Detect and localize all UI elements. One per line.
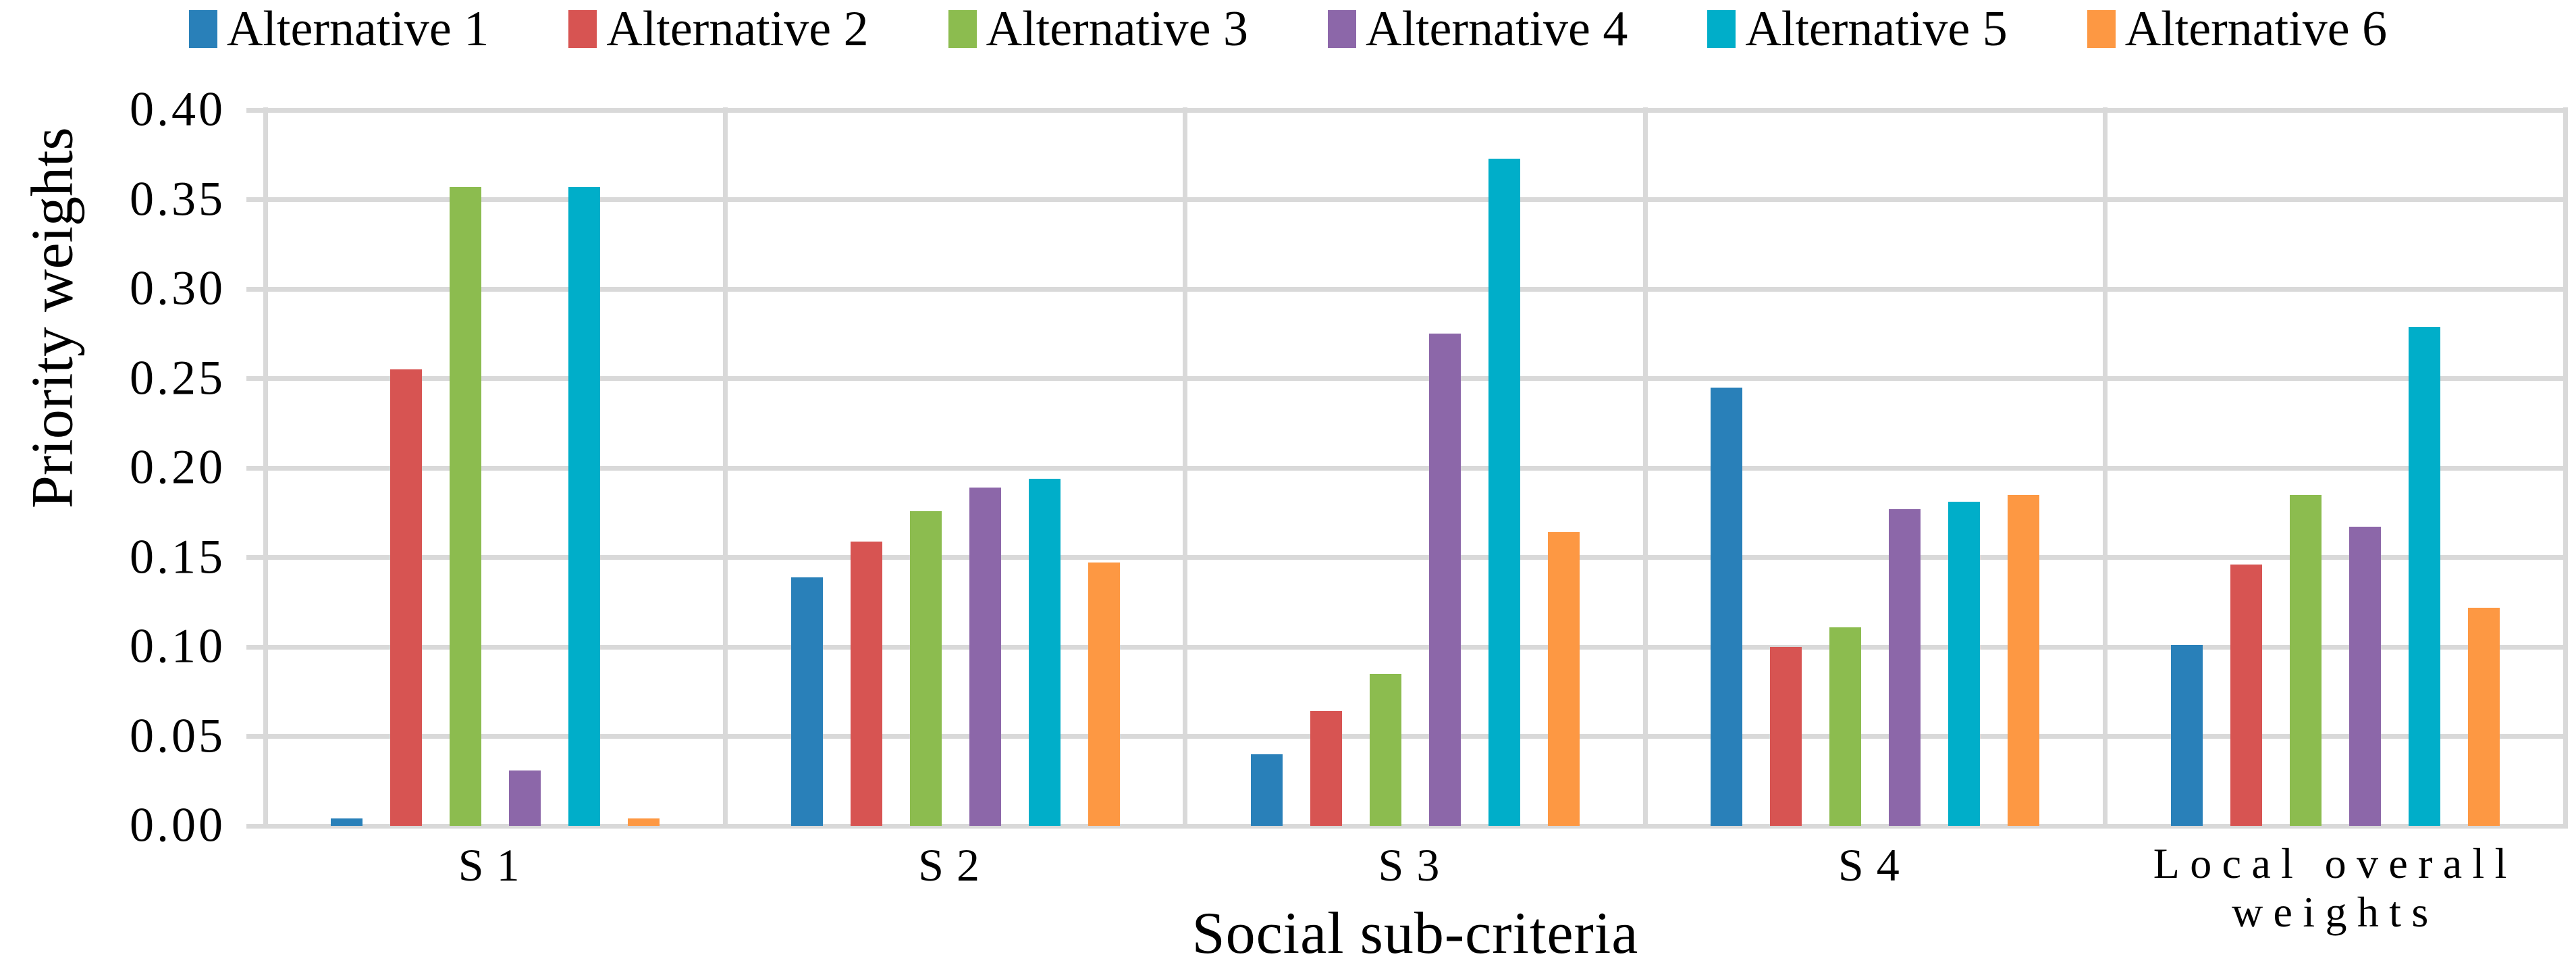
category-separator	[1642, 107, 1648, 829]
gridline	[265, 644, 2565, 650]
category-panel	[1185, 110, 1645, 826]
bar-alternative-4	[1428, 334, 1461, 826]
legend-swatch-icon	[2087, 10, 2116, 48]
legend-label: Alternative 2	[606, 1, 869, 57]
bar-alternative-1	[2170, 645, 2203, 826]
legend-item: Alternative 5	[1707, 1, 2008, 57]
gridline	[265, 465, 2565, 471]
y-tick-label: 0.40	[130, 82, 225, 136]
x-category-label: S2	[918, 839, 993, 891]
legend-item: Alternative 2	[568, 1, 869, 57]
y-tick-label: 0.25	[130, 350, 225, 405]
legend-item: Alternative 3	[948, 4, 1248, 54]
y-tick-mark	[246, 376, 265, 381]
bar-alternative-3	[1829, 627, 1862, 826]
legend-swatch-icon	[188, 10, 217, 48]
bar-alternative-4	[969, 488, 1001, 826]
bar-alternative-5	[1488, 159, 1520, 826]
bar-alternative-2	[1770, 647, 1802, 826]
y-tick-label: 0.35	[130, 172, 225, 226]
legend-label: Alternative 5	[1745, 1, 2008, 57]
bar-alternative-4	[1889, 509, 1921, 826]
legend-label: Alternative 3	[986, 1, 1248, 57]
y-tick-mark	[246, 823, 265, 829]
legend-item: Alternative 1	[188, 1, 489, 57]
gridline	[265, 734, 2565, 739]
legend-swatch-icon	[948, 10, 977, 48]
y-tick-mark	[246, 555, 265, 560]
bar-alternative-3	[450, 187, 482, 826]
bar-alternative-6	[2467, 608, 2500, 826]
category-separator	[2103, 107, 2108, 829]
y-tick-mark	[246, 734, 265, 739]
legend-item: Alternative 6	[2087, 4, 2387, 54]
bar-alternative-2	[850, 542, 882, 826]
chart-legend: Alternative 1 Alternative 2 Alternative 3 A…	[0, 4, 2576, 54]
y-tick-mark	[246, 465, 265, 471]
y-tick-label: 0.10	[130, 619, 225, 673]
category-panel	[725, 110, 1185, 826]
bar-alternative-6	[2008, 495, 2040, 826]
bar-alternative-1	[1250, 754, 1283, 826]
bar-alternative-5	[1028, 479, 1061, 826]
gridline	[265, 376, 2565, 381]
y-tick-label: 0.15	[130, 529, 225, 584]
bar-alternative-1	[1711, 388, 1743, 826]
legend-label: Alternative 4	[1366, 1, 1628, 57]
category-panel	[265, 110, 725, 826]
bar-alternative-6	[1088, 563, 1120, 826]
x-category-label: S3	[1378, 839, 1453, 891]
gridline	[265, 823, 2565, 829]
y-tick-mark	[246, 286, 265, 292]
category-separator	[1183, 107, 1188, 829]
bar-alternative-3	[2289, 495, 2322, 826]
bar-alternative-2	[2230, 565, 2262, 826]
category-panel	[2105, 110, 2565, 826]
bar-alternative-6	[1547, 532, 1580, 826]
bar-alternative-2	[1310, 711, 1342, 826]
gridline	[265, 555, 2565, 560]
legend-swatch-icon	[1707, 10, 1736, 48]
legend-label: Alternative 6	[2124, 1, 2388, 57]
bar-alternative-1	[331, 818, 363, 826]
y-tick-label: 0.30	[130, 261, 225, 315]
y-tick-mark	[246, 197, 265, 202]
legend-label: Alternative 1	[226, 1, 489, 57]
bar-alternative-5	[568, 187, 601, 826]
bar-alternative-5	[1948, 502, 1981, 826]
bar-alternative-3	[1369, 674, 1401, 826]
bar-alternative-1	[790, 577, 823, 826]
bar-alternative-6	[628, 818, 660, 826]
category-panel	[1645, 110, 2105, 826]
gridline	[265, 107, 2565, 113]
y-axis-line	[263, 107, 268, 829]
bar-alternative-3	[909, 511, 942, 826]
legend-item: Alternative 4	[1328, 4, 1628, 54]
legend-swatch-icon	[1328, 10, 1356, 48]
x-category-label: Local overall weights	[2153, 839, 2517, 936]
x-category-label: S4	[1837, 839, 1912, 891]
x-axis-title: Social sub-criteria	[1191, 901, 1639, 966]
bar-alternative-2	[390, 369, 423, 826]
bar-alternative-4	[509, 770, 541, 826]
bar-alternative-5	[2408, 327, 2440, 826]
y-tick-mark	[246, 107, 265, 113]
y-tick-label: 0.00	[130, 798, 225, 852]
bar-alternative-4	[2349, 527, 2381, 826]
gridline	[265, 197, 2565, 202]
plot-right-border	[2562, 107, 2568, 829]
legend-swatch-icon	[568, 10, 597, 48]
category-separator	[722, 107, 728, 829]
y-tick-label: 0.20	[130, 440, 225, 494]
y-tick-label: 0.05	[130, 708, 225, 763]
x-category-label: S1	[458, 839, 533, 891]
y-tick-mark	[246, 644, 265, 650]
gridline	[265, 286, 2565, 292]
